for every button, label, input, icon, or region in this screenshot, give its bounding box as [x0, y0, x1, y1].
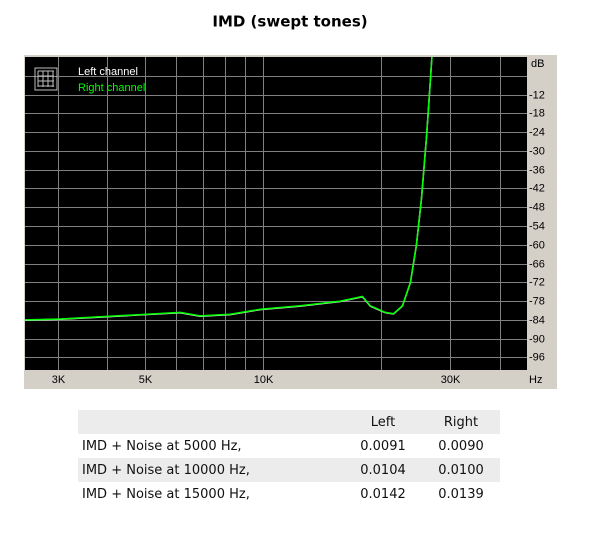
- chart-title: IMD (swept tones): [212, 13, 367, 31]
- y-tick-label: -36: [529, 164, 545, 176]
- y-tick-label: -66: [529, 258, 545, 270]
- y-tick-label: -90: [529, 333, 545, 345]
- y-tick-label: -72: [529, 276, 545, 288]
- table-cell: IMD + Noise at 5000 Hz,: [82, 438, 242, 454]
- y-axis-label: dB: [531, 58, 544, 70]
- legend-icon: [34, 67, 58, 91]
- y-tick-label: -84: [529, 314, 545, 326]
- y-tick-label: -60: [529, 239, 545, 251]
- x-tick-label: 5K: [139, 374, 153, 386]
- table-cell: 0.0100: [438, 462, 484, 478]
- y-tick-label: -78: [529, 295, 545, 307]
- chart: IMD (swept tones) dB Hz -12 -18 -24 -30 -36 -…: [24, 13, 557, 389]
- y-tick-label: -18: [529, 107, 545, 119]
- table-row: IMD + Noise at 10000 Hz, 0.0104 0.0100: [78, 458, 500, 482]
- x-tick-label: 30K: [441, 374, 461, 386]
- series-line: [25, 57, 433, 321]
- table-cell: IMD + Noise at 15000 Hz,: [82, 486, 250, 502]
- table-row: IMD + Noise at 5000 Hz, 0.0091 0.0090: [78, 434, 500, 458]
- x-tick-label: 3K: [52, 374, 66, 386]
- y-tick-label: -48: [529, 201, 545, 213]
- table-cell: 0.0090: [438, 438, 484, 454]
- legend-entry: Left channel: [78, 66, 138, 78]
- y-tick-label: -24: [529, 126, 545, 138]
- header-cell: Right: [443, 414, 479, 430]
- table-cell: 0.0091: [360, 438, 406, 454]
- header-cell: [78, 410, 344, 434]
- x-axis-label: Hz: [529, 374, 542, 386]
- table-header: Left Right: [78, 410, 500, 434]
- y-tick-label: -54: [529, 220, 545, 232]
- table-cell: 0.0104: [360, 462, 406, 478]
- plot-lines: [25, 57, 433, 321]
- legend-entry: Right channel: [78, 82, 145, 94]
- legend-icon-box: [34, 67, 58, 91]
- y-tick-label: -30: [529, 145, 545, 157]
- header-cell: Left: [370, 414, 396, 430]
- y-tick-label: -42: [529, 182, 545, 194]
- table-cell: IMD + Noise at 10000 Hz,: [82, 462, 250, 478]
- table-cell: 0.0139: [438, 486, 484, 502]
- y-tick-label: -12: [529, 89, 545, 101]
- table-row: IMD + Noise at 15000 Hz, 0.0142 0.0139: [78, 482, 500, 506]
- x-tick-label: 10K: [254, 374, 274, 386]
- results-table: Left Right IMD + Noise at 5000 Hz, 0.0091 0.…: [78, 410, 500, 506]
- plot-area: [25, 57, 527, 370]
- table-cell: 0.0142: [360, 486, 406, 502]
- y-tick-label: -96: [529, 351, 545, 363]
